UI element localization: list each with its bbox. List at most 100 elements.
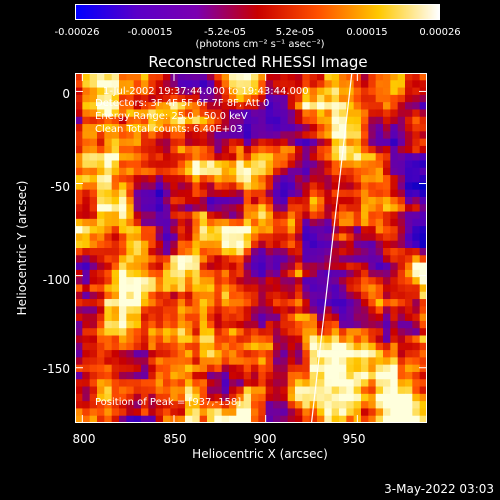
heatmap-cell xyxy=(126,335,135,344)
heatmap-cell xyxy=(207,131,215,140)
heatmap-cell xyxy=(390,364,399,373)
heatmap-cell xyxy=(243,350,252,358)
heatmap-cell xyxy=(346,255,355,263)
heatmap-cell xyxy=(353,313,362,322)
heatmap-cell xyxy=(383,109,391,118)
heatmap-cell xyxy=(280,320,289,329)
heatmap-cell xyxy=(185,299,193,307)
heatmap-cell xyxy=(339,306,347,315)
heatmap-cell xyxy=(133,226,142,234)
heatmap-cell xyxy=(339,102,347,110)
heatmap-cell xyxy=(177,364,186,373)
heatmap-cell xyxy=(214,87,223,96)
heatmap-cell xyxy=(361,218,369,227)
heatmap-cell xyxy=(324,153,333,161)
heatmap-cell xyxy=(412,350,421,358)
heatmap-cell xyxy=(251,175,259,183)
heatmap-cell xyxy=(155,328,164,336)
heatmap-cell xyxy=(141,80,149,88)
heatmap-cell xyxy=(419,357,427,366)
heatmap-cell xyxy=(419,102,427,110)
heatmap-cell xyxy=(280,364,289,373)
heatmap-cell xyxy=(251,226,259,234)
heatmap-cell xyxy=(177,116,186,125)
heatmap-cell xyxy=(75,204,83,212)
heatmap-cell xyxy=(148,153,157,161)
heatmap-cell xyxy=(214,320,223,329)
heatmap-cell xyxy=(133,196,142,205)
heatmap-cell xyxy=(119,401,127,409)
heatmap-cell xyxy=(383,262,391,271)
heatmap-cell xyxy=(390,371,399,380)
heatmap-cell xyxy=(82,262,91,271)
heatmap-cell xyxy=(119,211,127,220)
heatmap-cell xyxy=(302,233,311,242)
heatmap-cell xyxy=(317,160,325,169)
heatmap-cell xyxy=(317,357,325,366)
heatmap-cell xyxy=(368,145,377,154)
heatmap-cell xyxy=(419,116,427,125)
heatmap-cell xyxy=(361,277,369,285)
heatmap-cell xyxy=(111,328,120,336)
heatmap-cell xyxy=(75,240,83,249)
heatmap-cell xyxy=(148,160,157,169)
heatmap-cell xyxy=(397,313,406,322)
heatmap-cell xyxy=(368,342,377,351)
heatmap-cell xyxy=(265,357,274,366)
heatmap-cell xyxy=(119,80,127,88)
heatmap-cell xyxy=(199,240,208,249)
heatmap-cell xyxy=(141,73,149,81)
heatmap-cell xyxy=(287,226,296,234)
heatmap-cell xyxy=(82,379,91,387)
heatmap-cell xyxy=(133,204,142,212)
heatmap-cell xyxy=(419,262,427,271)
heatmap-cell xyxy=(397,335,406,344)
heatmap-cell xyxy=(265,160,274,169)
heatmap-cell xyxy=(324,87,333,96)
heatmap-cell xyxy=(405,175,413,183)
heatmap-cell xyxy=(397,291,406,300)
heatmap-cell xyxy=(331,226,340,234)
heatmap-cell xyxy=(126,80,135,88)
y-tick-label: 0 xyxy=(62,87,70,101)
heatmap-cell xyxy=(361,313,369,322)
heatmap-cell xyxy=(236,401,245,409)
heatmap-cell xyxy=(75,160,83,169)
heatmap-cell xyxy=(185,109,193,118)
heatmap-cell xyxy=(405,255,413,263)
heatmap-cell xyxy=(375,233,384,242)
heatmap-cell xyxy=(192,175,201,183)
heatmap-cell xyxy=(148,175,157,183)
heatmap-cell xyxy=(97,196,105,205)
heatmap-cell xyxy=(419,299,427,307)
heatmap-cell xyxy=(97,313,105,322)
x-axis-label: Heliocentric X (arcsec) xyxy=(192,447,328,461)
heatmap-cell xyxy=(397,196,406,205)
heatmap-cell xyxy=(97,371,105,380)
heatmap-cell xyxy=(111,189,120,198)
heatmap-cell xyxy=(236,80,245,88)
heatmap-cell xyxy=(111,167,120,176)
heatmap-cell xyxy=(214,175,223,183)
heatmap-cell xyxy=(258,226,267,234)
heatmap-cell xyxy=(104,233,113,242)
heatmap-cell xyxy=(317,175,325,183)
heatmap-cell xyxy=(75,116,83,125)
heatmap-cell xyxy=(295,196,303,205)
heatmap-cell xyxy=(353,379,362,387)
heatmap-cell xyxy=(207,408,215,417)
heatmap-cell xyxy=(185,240,193,249)
heatmap-cell xyxy=(375,386,384,395)
heatmap-cell xyxy=(331,153,340,161)
heatmap-cell xyxy=(258,415,267,423)
heatmap-cell xyxy=(317,109,325,118)
heatmap-cell xyxy=(287,415,296,423)
heatmap-cell xyxy=(265,255,274,263)
heatmap-cell xyxy=(331,109,340,118)
heatmap-cell xyxy=(405,116,413,125)
heatmap-cell xyxy=(368,233,377,242)
heatmap-cell xyxy=(353,357,362,366)
heatmap-cell xyxy=(405,189,413,198)
heatmap-cell xyxy=(148,240,157,249)
heatmap-cell xyxy=(251,371,259,380)
